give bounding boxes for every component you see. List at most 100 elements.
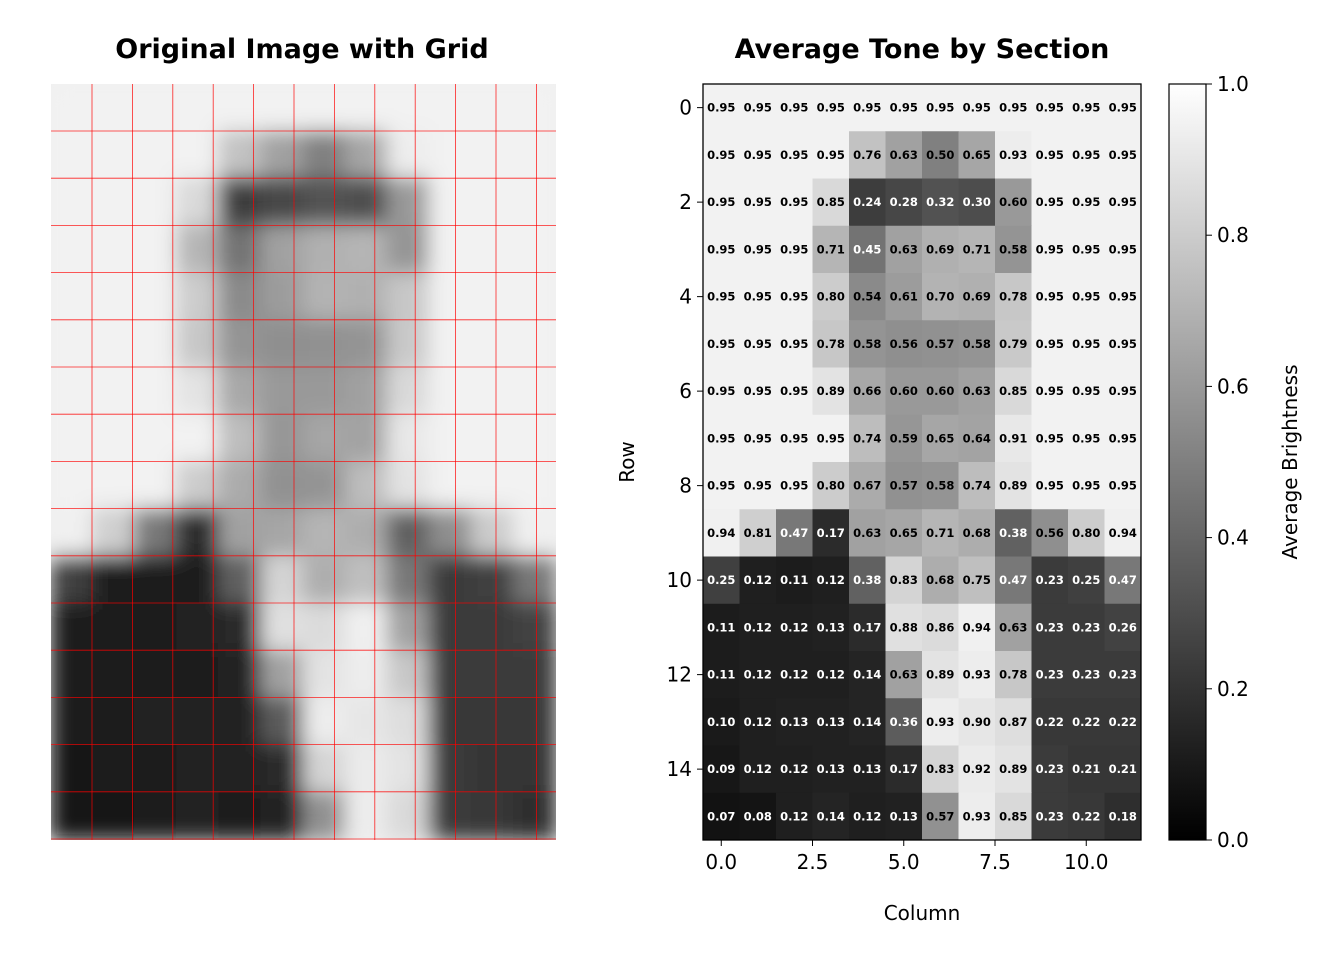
cell-label-r2-c5: 0.28 (890, 195, 918, 209)
heatmap-cell-r6-c3 (812, 367, 850, 416)
heatmap-cell-r3-c7 (958, 225, 996, 274)
heatmap-cell-r1-c3 (812, 131, 850, 179)
cell-label-r10-c6: 0.68 (926, 573, 954, 587)
cell-label-r10-c8: 0.47 (999, 573, 1027, 587)
cell-label-r10-c11: 0.47 (1109, 573, 1137, 587)
cell-label-r11-c2: 0.12 (780, 620, 808, 634)
heatmap-cell-r14-c0 (703, 745, 740, 794)
heatmap-cell-r10-c4 (849, 556, 886, 605)
heatmap-cell-r15-c8 (995, 792, 1032, 841)
heatmap-cell-r4-c7 (958, 273, 996, 321)
colorbar-label: Average Brightness (1278, 364, 1302, 559)
cell-label-r13-c9: 0.22 (1036, 715, 1064, 729)
photo-tone-block (51, 319, 95, 369)
photo-tone-block (512, 697, 556, 747)
heatmap-cell-r0-c5 (885, 84, 923, 132)
photo-tone-block (386, 177, 431, 227)
cell-label-r6-c9: 0.95 (1036, 384, 1064, 398)
photo-tone-block (260, 555, 305, 605)
photo-tone-block (344, 791, 389, 840)
heatmap-cell-r13-c0 (703, 698, 740, 746)
heatmap-cell-r1-c5 (885, 131, 923, 179)
photo-tone-block (428, 508, 473, 558)
photo-tone-block (386, 84, 431, 133)
photo-tone-block (344, 224, 389, 274)
photo-tone-block (176, 555, 221, 605)
cell-label-r15-c4: 0.12 (853, 809, 881, 823)
cell-label-r10-c9: 0.23 (1036, 573, 1064, 587)
photo-tone-block (302, 224, 347, 274)
photo-tone-block (51, 508, 95, 558)
cell-label-r11-c9: 0.23 (1036, 620, 1064, 634)
heatmap-cell-r13-c9 (1031, 698, 1069, 746)
photo-tone-block (344, 84, 389, 133)
cell-label-r0-c5: 0.95 (890, 101, 918, 115)
photo-tone-block (428, 461, 473, 511)
cell-label-r12-c5: 0.63 (890, 668, 918, 682)
heatmap-cell-r13-c10 (1068, 698, 1105, 746)
photo-tone-block (428, 177, 473, 227)
cell-label-r13-c1: 0.12 (744, 715, 772, 729)
heatmap-cell-r2-c1 (739, 178, 777, 227)
photo-tone-block (92, 555, 137, 605)
cell-label-r6-c2: 0.95 (780, 384, 808, 398)
photo-tone-block (218, 177, 263, 227)
heatmap-cell-r6-c1 (739, 367, 777, 416)
heatmap-cell-r15-c6 (922, 792, 959, 841)
x-tick-label: 7.5 (979, 850, 1011, 874)
heatmap-cell-r5-c3 (812, 320, 850, 368)
photo-tone-block (92, 461, 137, 511)
photo-tone-block (51, 461, 95, 511)
heatmap-cell-r0-c3 (812, 84, 850, 132)
photo-tone-block (134, 697, 179, 747)
heatmap-cell-r7-c11 (1104, 414, 1142, 463)
heatmap-cell-r12-c10 (1068, 651, 1105, 699)
heatmap-cell-r2-c2 (776, 178, 813, 227)
colorbar-tick-label: 0.6 (1217, 374, 1249, 398)
cell-label-r8-c4: 0.67 (853, 479, 881, 493)
cell-label-r12-c4: 0.14 (853, 668, 881, 682)
heatmap-cell-r5-c4 (849, 320, 886, 368)
cell-label-r3-c1: 0.95 (744, 242, 772, 256)
cell-label-r12-c2: 0.12 (780, 668, 808, 682)
photo-tone-block (92, 791, 137, 840)
heatmap-cell-r8-c6 (922, 462, 959, 510)
heatmap-cell-r4-c3 (812, 273, 850, 321)
cell-label-r9-c6: 0.71 (926, 526, 954, 540)
colorbar-tick-label: 0.0 (1217, 828, 1249, 852)
cell-label-r7-c8: 0.91 (999, 431, 1027, 445)
heatmap-cell-r15-c5 (885, 792, 923, 841)
heatmap-cell-r6-c10 (1068, 367, 1105, 416)
heatmap-cell-r0-c11 (1104, 84, 1142, 132)
heatmap-cell-r4-c11 (1104, 273, 1142, 321)
cell-label-r1-c11: 0.95 (1109, 148, 1137, 162)
cell-label-r13-c5: 0.36 (890, 715, 918, 729)
photo-tone-block (218, 84, 263, 133)
y-tick-label: 14 (667, 757, 692, 781)
heatmap-cell-r12-c1 (739, 651, 777, 699)
cell-label-r3-c3: 0.71 (817, 242, 845, 256)
photo-tone-block (51, 650, 95, 700)
photo-tone-block (344, 744, 389, 794)
cell-label-r0-c10: 0.95 (1072, 101, 1100, 115)
cell-label-r9-c1: 0.81 (744, 526, 772, 540)
heatmap-cell-r13-c1 (739, 698, 777, 746)
photo-tone-block (176, 461, 221, 511)
heatmap-cell-r10-c0 (703, 556, 740, 605)
photo-tone-block (428, 602, 473, 652)
cell-label-r5-c4: 0.58 (853, 337, 881, 351)
photo-tone-block (470, 508, 515, 558)
cell-label-r8-c10: 0.95 (1072, 479, 1100, 493)
cell-label-r3-c9: 0.95 (1036, 242, 1064, 256)
cell-label-r13-c6: 0.93 (926, 715, 954, 729)
colorbar-tick-label: 0.8 (1217, 223, 1249, 247)
y-tick-label: 2 (679, 190, 692, 214)
heatmap-cell-r4-c4 (849, 273, 886, 321)
heatmap-cell-r14-c1 (739, 745, 777, 794)
photo-tone-block (260, 508, 305, 558)
cell-label-r14-c0: 0.09 (707, 762, 735, 776)
photo-tone-block (134, 508, 179, 558)
photo-tone-block (134, 650, 179, 700)
heatmap-cell-r12-c4 (849, 651, 886, 699)
heatmap-cell-r4-c5 (885, 273, 923, 321)
